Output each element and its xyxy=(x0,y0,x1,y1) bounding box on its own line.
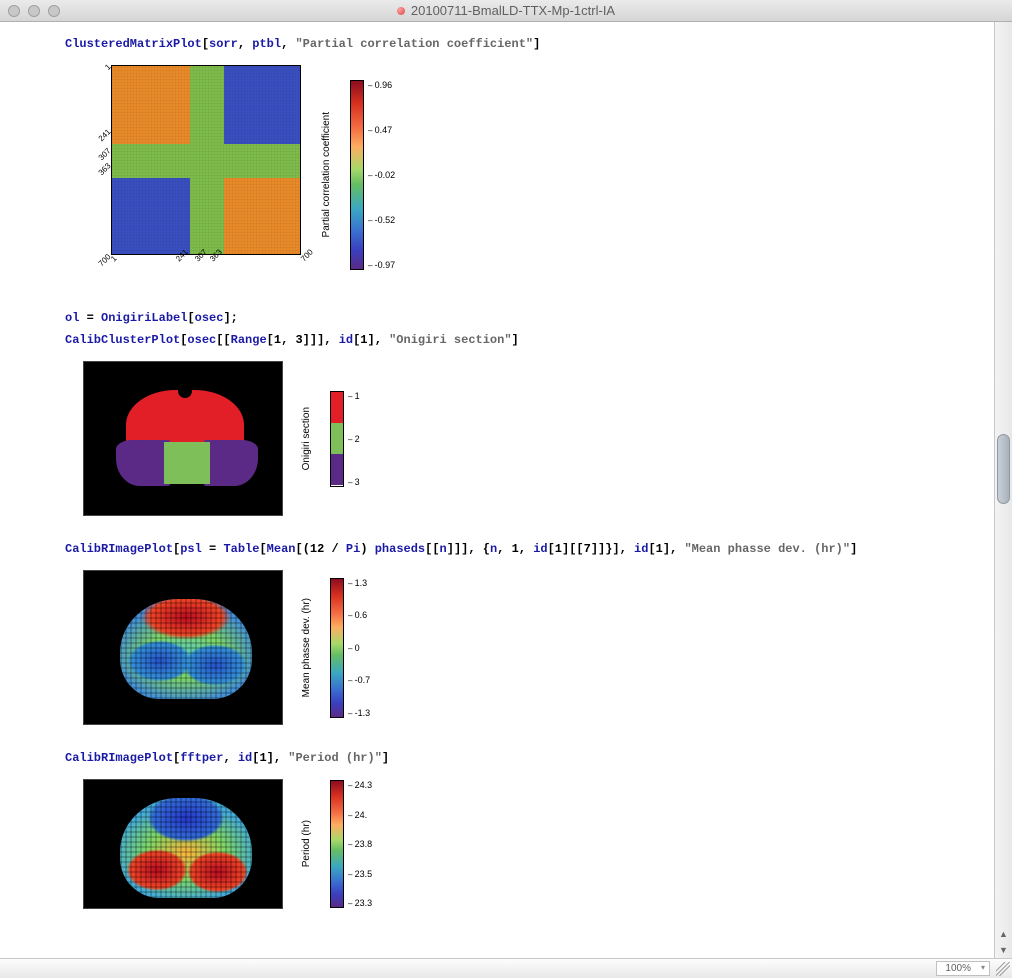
output-cell: Mean phasse dev. (hr) 1.30.60-0.7-1.3 xyxy=(65,564,994,743)
colorbar-label: Mean phasse dev. (hr) xyxy=(301,598,312,697)
close-icon[interactable] xyxy=(8,5,20,17)
code-line[interactable]: CalibClusterPlot[osec[[Range[1, 3]]], id… xyxy=(65,333,994,347)
minimize-icon[interactable] xyxy=(28,5,40,17)
vertical-scrollbar[interactable]: ▲ ▼ xyxy=(994,22,1012,958)
input-cell[interactable]: CalibRImagePlot[fftper, id[1], "Period (… xyxy=(65,751,994,765)
code-line[interactable]: CalibRImagePlot[fftper, id[1], "Period (… xyxy=(65,751,994,765)
input-cell[interactable]: CalibClusterPlot[osec[[Range[1, 3]]], id… xyxy=(65,333,994,347)
scroll-up-icon[interactable]: ▲ xyxy=(995,926,1012,942)
colorbar-ticks: 0.960.47-0.02-0.52-0.97 xyxy=(368,80,395,270)
scalar-image xyxy=(120,798,252,898)
region-2 xyxy=(164,442,210,484)
status-bar: 100% xyxy=(0,958,1012,978)
unsaved-indicator-icon xyxy=(397,7,405,15)
colorbar-ticks: 24.324.23.823.523.3 xyxy=(348,780,372,908)
colorbar: 123 xyxy=(330,391,360,487)
y-axis-ticks: 1241307363700 xyxy=(83,65,111,255)
colorbar-ticks: 1.30.60-0.7-1.3 xyxy=(348,578,370,718)
zoom-dropdown[interactable]: 100% xyxy=(936,961,990,976)
colorbar: 0.960.47-0.02-0.52-0.97 xyxy=(350,80,395,270)
output-cell: Onigiri section 123 xyxy=(65,355,994,534)
colorbar-label: Partial correlation coefficient xyxy=(321,112,332,237)
notebook-content: ClusteredMatrixPlot[sorr, ptbl, "Partial… xyxy=(0,22,994,958)
output-cell: 1241307363700 1241307363700 Partial corr… xyxy=(65,59,994,303)
phase-dev-plot xyxy=(83,570,283,725)
x-axis-ticks: 1241307363700 xyxy=(111,255,301,285)
scroll-down-icon[interactable]: ▼ xyxy=(995,942,1012,958)
window-title: 20100711-BmalLD-TTX-Mp-1ctrl-IA xyxy=(411,3,615,18)
input-cell[interactable]: ClusteredMatrixPlot[sorr, ptbl, "Partial… xyxy=(65,37,994,51)
colorbar-strip xyxy=(330,391,344,487)
zoom-icon[interactable] xyxy=(48,5,60,17)
clustered-matrix-plot: 1241307363700 1241307363700 xyxy=(83,65,303,285)
resize-grip-icon[interactable] xyxy=(996,962,1010,976)
region-3-right xyxy=(204,440,258,486)
traffic-lights xyxy=(0,5,60,17)
code-line[interactable]: CalibRImagePlot[psl = Table[Mean[(12 / P… xyxy=(65,542,994,556)
colorbar-strip xyxy=(330,780,344,908)
onigiri-section-plot xyxy=(83,361,283,516)
input-cell[interactable]: ol = OnigiriLabel[osec]; xyxy=(65,311,994,325)
heatmap-area xyxy=(111,65,301,255)
output-cell: Period (hr) 24.324.23.823.523.3 xyxy=(65,773,994,909)
window-titlebar: 20100711-BmalLD-TTX-Mp-1ctrl-IA xyxy=(0,0,1012,22)
code-line[interactable]: ol = OnigiriLabel[osec]; xyxy=(65,311,994,325)
colorbar-ticks: 123 xyxy=(348,391,360,487)
scalar-image xyxy=(120,599,252,699)
colorbar-label: Onigiri section xyxy=(301,407,312,470)
period-plot xyxy=(83,779,283,909)
colorbar-strip xyxy=(350,80,364,270)
colorbar: 24.324.23.823.523.3 xyxy=(330,780,372,908)
colorbar: 1.30.60-0.7-1.3 xyxy=(330,578,370,718)
colorbar-label: Period (hr) xyxy=(301,820,312,867)
input-cell[interactable]: CalibRImagePlot[psl = Table[Mean[(12 / P… xyxy=(65,542,994,556)
region-3-left xyxy=(116,440,170,486)
colorbar-strip xyxy=(330,578,344,718)
scroll-thumb[interactable] xyxy=(997,434,1010,504)
code-line[interactable]: ClusteredMatrixPlot[sorr, ptbl, "Partial… xyxy=(65,37,994,51)
